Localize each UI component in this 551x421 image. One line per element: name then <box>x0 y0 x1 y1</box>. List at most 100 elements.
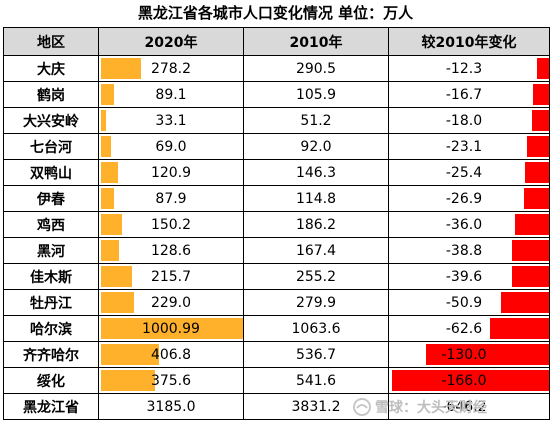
column-header-region: 地区 <box>3 27 99 56</box>
value-2020-inner: 120.9 <box>100 161 243 185</box>
change-inner: -36.0 <box>390 213 549 237</box>
bar-2020 <box>101 240 120 261</box>
table-body: 大庆 278.2 290.5 -12.3 鹤岗 89.1 105.9 -16.7 大兴安岭 33.… <box>3 55 550 420</box>
value-2020-inner: 229.0 <box>100 291 243 315</box>
value-2010: 290.5 <box>295 60 337 77</box>
value-2010-inner: 541.6 <box>245 369 388 393</box>
value-2020-inner: 375.6 <box>100 369 243 393</box>
value-2020: 1000.99 <box>142 320 200 337</box>
change-cell: -166.0 <box>388 367 550 394</box>
change-cell: -25.4 <box>388 159 550 186</box>
change-inner: -12.3 <box>390 57 549 81</box>
table-row: 哈尔滨 1000.99 1063.6 -62.6 <box>3 315 550 342</box>
region-cell: 佳木斯 <box>3 263 99 290</box>
column-header-2010: 2010年 <box>243 27 389 56</box>
bar-change <box>512 240 549 261</box>
change-cell: -16.7 <box>388 81 550 108</box>
value-2010-cell: 114.8 <box>243 185 389 212</box>
table-row: 齐齐哈尔 406.8 536.7 -130.0 <box>3 341 550 368</box>
change-cell: -62.6 <box>388 315 550 342</box>
change-cell: -23.1 <box>388 133 550 160</box>
bar-change <box>489 318 549 339</box>
table-row: 鸡西 150.2 186.2 -36.0 <box>3 211 550 238</box>
table-row: 黑河 128.6 167.4 -38.8 <box>3 237 550 264</box>
bar-change <box>426 344 549 365</box>
change-inner: -25.4 <box>390 161 549 185</box>
value-2010: 186.2 <box>295 216 337 233</box>
value-2020-cell: 278.2 <box>98 55 244 82</box>
value-2020-cell: 69.0 <box>98 133 244 160</box>
value-2020-cell: 215.7 <box>98 263 244 290</box>
value-2020-inner: 406.8 <box>100 343 243 367</box>
change-cell: -12.3 <box>388 55 550 82</box>
value-2020-inner: 215.7 <box>100 265 243 289</box>
value-2010-cell: 541.6 <box>243 367 389 394</box>
region-cell: 伊春 <box>3 185 99 212</box>
value-2010-inner: 186.2 <box>245 213 388 237</box>
change-cell: -36.0 <box>388 211 550 238</box>
region-cell: 牡丹江 <box>3 289 99 316</box>
value-2010: 51.2 <box>300 112 332 129</box>
value-2010-cell: 3831.2 <box>243 393 389 420</box>
change-inner: -16.7 <box>390 83 549 107</box>
change-inner: -23.1 <box>390 135 549 159</box>
change-cell: -18.0 <box>388 107 550 134</box>
change-inner: -39.6 <box>390 265 549 289</box>
value-2020-inner: 278.2 <box>100 57 243 81</box>
bar-change <box>392 370 549 391</box>
table-row: 七台河 69.0 92.0 -23.1 <box>3 133 550 160</box>
bar-2020 <box>101 110 106 131</box>
change-inner: -50.9 <box>390 291 549 315</box>
change-value: -62.6 <box>445 320 483 337</box>
region-cell: 大兴安岭 <box>3 107 99 134</box>
change-value: -646.2 <box>441 398 487 415</box>
table-row: 佳木斯 215.7 255.2 -39.6 <box>3 263 550 290</box>
bar-2020 <box>101 292 134 313</box>
bar-2020 <box>101 266 132 287</box>
change-inner: -646.2 <box>390 395 549 419</box>
value-2010-inner: 3831.2 <box>245 395 388 419</box>
value-2010-inner: 51.2 <box>245 109 388 133</box>
change-inner: -166.0 <box>390 369 549 393</box>
value-2010-inner: 105.9 <box>245 83 388 107</box>
bar-2020 <box>101 188 114 209</box>
value-2010: 1063.6 <box>291 320 341 337</box>
region-cell: 七台河 <box>3 133 99 160</box>
change-inner: -130.0 <box>390 343 549 367</box>
region-cell: 哈尔滨 <box>3 315 99 342</box>
change-value: -12.3 <box>445 60 483 77</box>
change-cell: -26.9 <box>388 185 550 212</box>
chart-title: 黑龙江省各城市人口变化情况 单位：万人 <box>137 4 414 22</box>
value-2010: 541.6 <box>295 372 337 389</box>
value-2010: 255.2 <box>295 268 337 285</box>
table-row: 牡丹江 229.0 279.9 -50.9 <box>3 289 550 316</box>
region-cell: 鹤岗 <box>3 81 99 108</box>
region-cell: 绥化 <box>3 367 99 394</box>
header-row: 地区 2020年 2010年 较2010年变化 <box>3 27 550 56</box>
value-2020: 278.2 <box>150 60 192 77</box>
value-2010-cell: 92.0 <box>243 133 389 160</box>
value-2010: 279.9 <box>295 294 337 311</box>
bar-change <box>531 110 549 131</box>
change-value: -25.4 <box>445 164 483 181</box>
value-2010-cell: 536.7 <box>243 341 389 368</box>
change-value: -166.0 <box>441 372 487 389</box>
value-2020-inner: 1000.99 <box>100 317 243 341</box>
value-2020-cell: 128.6 <box>98 237 244 264</box>
value-2010-cell: 290.5 <box>243 55 389 82</box>
region-cell: 大庆 <box>3 55 99 82</box>
value-2010-cell: 167.4 <box>243 237 389 264</box>
value-2020-inner: 33.1 <box>100 109 243 133</box>
table-row: 大庆 278.2 290.5 -12.3 <box>3 55 550 82</box>
value-2010-cell: 255.2 <box>243 263 389 290</box>
value-2010-inner: 114.8 <box>245 187 388 211</box>
change-value: -50.9 <box>445 294 483 311</box>
value-2020: 375.6 <box>150 372 192 389</box>
value-2020: 120.9 <box>150 164 192 181</box>
change-cell: -50.9 <box>388 289 550 316</box>
bar-change <box>527 136 549 157</box>
bar-2020 <box>101 318 243 339</box>
value-2020-inner: 69.0 <box>100 135 243 159</box>
bar-2020 <box>101 344 160 365</box>
